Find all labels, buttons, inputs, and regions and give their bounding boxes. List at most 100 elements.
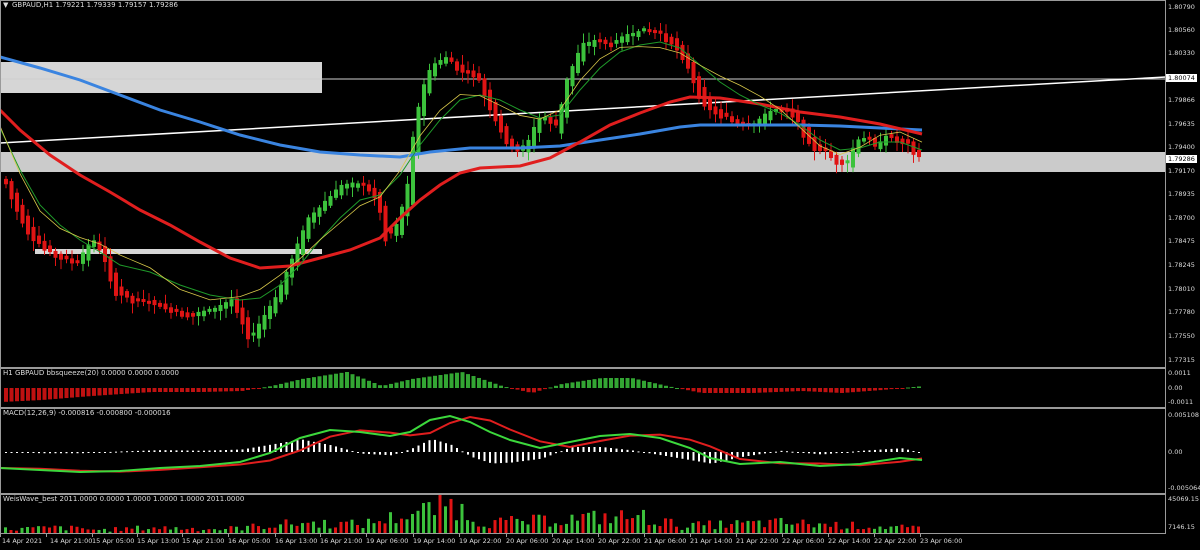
squeeze-bar: [449, 373, 454, 388]
macd-histogram-bar: [621, 449, 623, 452]
weiswave-bar: [779, 517, 783, 534]
weiswave-bar: [191, 527, 194, 534]
ma-red-line: [0, 95, 923, 270]
time-tick: [0, 534, 1, 537]
squeeze-bar: [42, 388, 47, 400]
macd-histogram-bar: [379, 452, 381, 455]
squeeze-bar: [235, 388, 239, 392]
candle-body: [768, 110, 773, 121]
weiswave-bar: [312, 521, 315, 534]
candle-body: [867, 136, 872, 140]
squeeze-bar: [108, 388, 113, 395]
time-axis[interactable]: 14 Apr 2021 14 Apr 21:00 15 Apr 05:00 15…: [0, 534, 1166, 550]
weiswave-bar: [493, 520, 497, 534]
macd-histogram-bar: [219, 450, 222, 452]
macd-histogram-bar: [197, 450, 200, 452]
price-label: 1.80560: [1168, 26, 1195, 34]
weiswave-bar: [620, 510, 623, 534]
candle-body: [845, 160, 850, 164]
candle-body: [312, 212, 316, 223]
squeeze-bar: [191, 388, 195, 392]
weiswave-bar: [301, 523, 304, 534]
squeeze-bar: [862, 388, 866, 392]
weiswave-panel[interactable]: WeisWave_best 2011.0000 0.0000 1.0000 1.…: [0, 494, 1166, 534]
time-label: 19 Apr 22:00: [459, 537, 502, 545]
time-label: 15 Apr 13:00: [137, 537, 180, 545]
squeeze-bar: [801, 388, 806, 392]
candle-body: [323, 200, 327, 211]
squeeze-bar: [713, 388, 718, 393]
candle-body: [911, 141, 916, 155]
squeeze-bar: [180, 388, 184, 392]
squeeze-bar: [493, 383, 498, 388]
supply-zone: [0, 62, 322, 93]
squeeze-bar: [686, 388, 690, 391]
macd-histogram-bar: [412, 448, 414, 452]
squeeze-panel[interactable]: H1 GBPAUD bbsqueeze(20) 0.0000 0.0000 0.…: [0, 368, 1166, 408]
macd-histogram-bar: [428, 440, 431, 452]
macd-histogram-bar: [340, 447, 343, 452]
weiswave-bar: [147, 529, 150, 534]
main-chart-panel[interactable]: ▼ GBPAUD,H1 1.79221 1.79339 1.79157 1.79…: [0, 0, 1166, 368]
squeeze-bar: [526, 388, 531, 393]
weiswave-bar: [851, 521, 854, 534]
price-axis[interactable]: 1.80790 1.80560 1.80330 1.80074 1.79866 …: [1166, 0, 1200, 368]
macd-histogram-bar: [142, 450, 145, 452]
time-tick: [92, 534, 93, 537]
squeeze-bar: [675, 388, 679, 389]
weiswave-bar: [724, 527, 728, 534]
candle-body: [565, 79, 569, 118]
squeeze-bar: [229, 388, 234, 392]
macd-histogram-bar: [577, 447, 579, 452]
squeeze-bar: [174, 388, 179, 392]
squeeze-axis: 0.0011 0.00 -0.0011: [1166, 368, 1200, 408]
weiswave-bar: [884, 529, 887, 534]
squeeze-bar: [488, 381, 492, 388]
macd-histogram-bar: [131, 451, 134, 453]
candle-body: [801, 119, 806, 138]
macd-histogram-bar: [296, 440, 299, 452]
weiswave-bar: [180, 529, 183, 534]
chart-title: GBPAUD,H1 1.79221 1.79339 1.79157 1.7928…: [12, 1, 178, 9]
price-chart[interactable]: [0, 0, 1166, 368]
menu-icon[interactable]: ▼: [3, 1, 9, 9]
weiswave-bar: [372, 523, 376, 534]
squeeze-bar: [196, 388, 201, 392]
candle-body: [70, 258, 74, 264]
weiswave-bar: [675, 526, 678, 534]
squeeze-bar: [400, 381, 404, 388]
macd-histogram-bar: [285, 442, 288, 452]
candle-body: [213, 307, 217, 312]
macd-histogram-bar: [357, 452, 359, 453]
squeeze-bar: [911, 387, 916, 388]
squeeze-bar: [295, 380, 300, 388]
squeeze-bar: [471, 376, 476, 388]
squeeze-bar: [389, 383, 393, 388]
squeeze-bar: [636, 379, 641, 388]
candle-body: [438, 59, 443, 65]
weiswave-bar: [350, 519, 354, 534]
candle-body: [488, 89, 492, 111]
weiswave-bar: [119, 530, 123, 534]
time-label: 14 Apr 21:00: [50, 537, 93, 545]
macd-histogram-bar: [203, 450, 205, 452]
weiswave-bar: [290, 524, 293, 534]
macd-histogram-bar: [549, 452, 552, 456]
candle-body: [642, 28, 646, 32]
candle-body: [207, 308, 212, 312]
candle-body: [158, 302, 162, 307]
macd-histogram-bar: [153, 450, 156, 452]
macd-histogram-bar: [175, 450, 178, 452]
macd-histogram-bar: [890, 448, 893, 452]
squeeze-bar: [581, 380, 586, 388]
weiswave-bar: [697, 521, 700, 534]
time-label: 20 Apr 06:00: [506, 537, 549, 545]
candle-body: [774, 109, 778, 113]
weiswave-bar: [158, 529, 161, 534]
macd-panel[interactable]: MACD(12,26,9) -0.000816 -0.000800 -0.000…: [0, 408, 1166, 494]
weiswave-bar: [185, 529, 189, 534]
candle-body: [433, 63, 437, 77]
weiswave-bar: [202, 529, 205, 534]
squeeze-bar: [587, 379, 591, 388]
squeeze-bar: [59, 388, 63, 399]
